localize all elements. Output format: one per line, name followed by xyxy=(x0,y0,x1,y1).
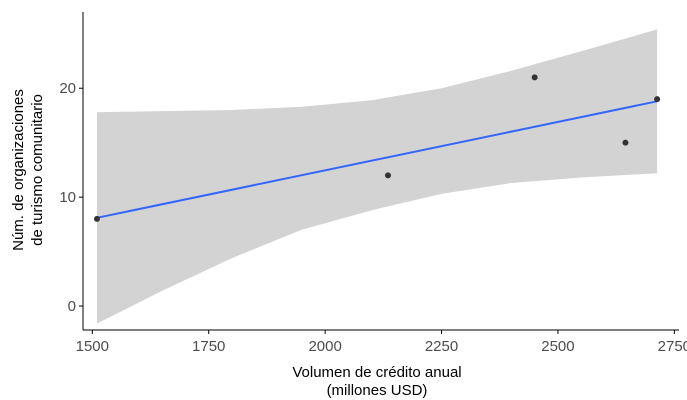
x-tick-label-2250: 2250 xyxy=(425,338,458,355)
y-axis-title-line-2: de turismo comunitario xyxy=(29,94,46,246)
data-point-4 xyxy=(622,139,629,146)
x-tick-label-2500: 2500 xyxy=(541,338,574,355)
x-tick-label-1750: 1750 xyxy=(192,338,225,355)
x-tick-label-2000: 2000 xyxy=(308,338,341,355)
y-tick-label-0: 0 xyxy=(68,298,76,315)
tick-labels-layer: 1500 1750 2000 2250 2500 2750 0 10 20 xyxy=(59,80,687,355)
x-axis-title-line-1: Volumen de crédito anual xyxy=(292,364,461,381)
y-axis-title-line-1: Núm. de organizaciones xyxy=(10,89,27,251)
y-tick-label-20: 20 xyxy=(59,80,76,97)
axis-titles-layer: Volumen de crédito anual (millones USD) … xyxy=(10,89,462,399)
confidence-band-layer xyxy=(97,29,658,324)
data-points-layer xyxy=(93,74,661,222)
x-axis-title-line-2: (millones USD) xyxy=(327,382,428,399)
regression-line xyxy=(96,100,658,219)
data-point-3 xyxy=(531,74,538,81)
data-point-5 xyxy=(654,96,661,103)
x-tick-label-2750: 2750 xyxy=(658,338,687,355)
x-tick-label-1500: 1500 xyxy=(76,338,109,355)
data-point-2 xyxy=(384,172,391,179)
confidence-band xyxy=(97,29,658,324)
fit-line-layer xyxy=(96,100,658,219)
data-point-1 xyxy=(93,215,100,222)
axes-layer xyxy=(79,12,679,334)
y-tick-label-10: 10 xyxy=(59,189,76,206)
